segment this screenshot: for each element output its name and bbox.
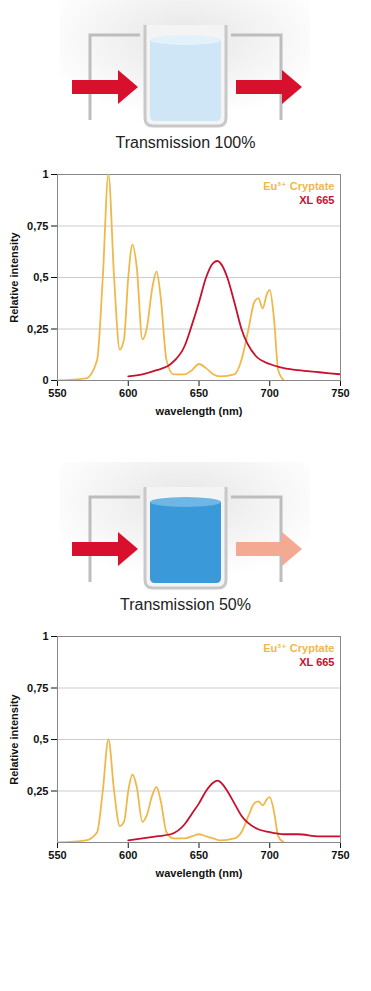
svg-text:550: 550 (48, 849, 66, 861)
svg-text:wavelength (nm): wavelength (nm) (155, 405, 243, 417)
svg-text:0,75: 0,75 (27, 220, 48, 232)
svg-text:650: 650 (190, 387, 208, 399)
svg-text:750: 750 (331, 387, 349, 399)
svg-text:550: 550 (48, 387, 66, 399)
svg-text:1: 1 (42, 630, 48, 642)
svg-text:Eu³⁺ Cryptate: Eu³⁺ Cryptate (263, 180, 334, 192)
html-text:Transmission 100%: Transmission 100% (115, 134, 256, 151)
svg-text:wavelength (nm): wavelength (nm) (155, 867, 243, 879)
svg-text:0: 0 (42, 374, 48, 386)
svg-text:1: 1 (42, 168, 48, 180)
svg-text:0,75: 0,75 (27, 682, 48, 694)
svg-text:750: 750 (331, 849, 349, 861)
svg-text:XL 665: XL 665 (299, 194, 334, 206)
svg-text:0,5: 0,5 (33, 271, 48, 283)
svg-text:0,25: 0,25 (27, 785, 48, 797)
html-text:Transmission 50%: Transmission 50% (120, 596, 251, 613)
svg-text:700: 700 (261, 849, 279, 861)
svg-text:0,5: 0,5 (33, 733, 48, 745)
svg-text:XL 665: XL 665 (299, 656, 334, 668)
svg-text:700: 700 (261, 387, 279, 399)
svg-text:Relative intensity: Relative intensity (8, 693, 20, 784)
svg-text:600: 600 (119, 387, 137, 399)
svg-text:650: 650 (190, 849, 208, 861)
svg-text:600: 600 (119, 849, 137, 861)
svg-text:Eu³⁺ Cryptate: Eu³⁺ Cryptate (263, 642, 334, 654)
svg-text:0,25: 0,25 (27, 323, 48, 335)
svg-text:Relative intensity: Relative intensity (8, 231, 20, 322)
